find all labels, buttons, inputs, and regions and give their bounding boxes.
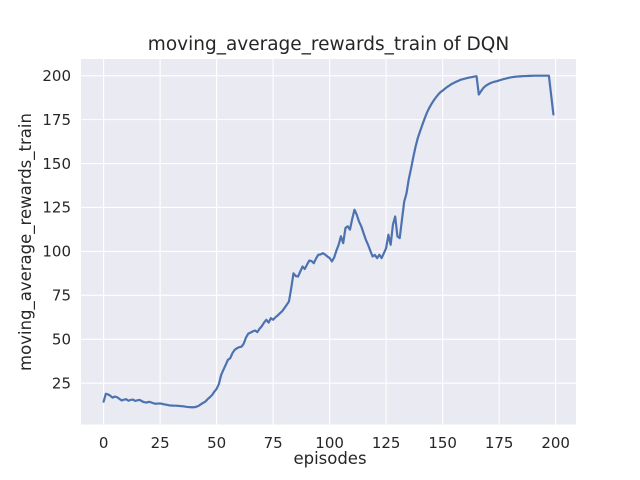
y-tick-labels: 25 50 75 100 125 150 175 200 <box>42 67 71 393</box>
x-tick-label: 150 <box>428 434 457 452</box>
x-tick-label: 0 <box>99 434 109 452</box>
x-tick-label: 175 <box>485 434 514 452</box>
plot-area <box>81 59 576 425</box>
y-tick-label: 100 <box>42 243 71 261</box>
y-tick-label: 50 <box>52 330 71 348</box>
chart-title: moving_average_rewards_train of DQN <box>148 34 509 55</box>
line-series-moving-average <box>102 74 555 409</box>
y-tick-label: 25 <box>52 374 71 392</box>
x-tick-label: 75 <box>264 434 283 452</box>
x-tick-label: 50 <box>207 434 226 452</box>
y-tick-label: 125 <box>42 199 71 217</box>
y-tick-label: 75 <box>52 287 71 305</box>
y-tick-label: 175 <box>42 111 71 129</box>
y-tick-label: 200 <box>42 67 71 85</box>
x-tick-label: 125 <box>372 434 401 452</box>
x-tick-label: 100 <box>315 434 344 452</box>
y-axis-label: moving_average_rewards_train <box>16 113 36 371</box>
x-tick-label: 25 <box>151 434 170 452</box>
x-tick-labels: 0 25 50 75 100 125 150 175 200 <box>99 434 570 452</box>
x-axis-label: episodes <box>293 449 366 468</box>
y-tick-label: 150 <box>42 155 71 173</box>
x-tick-label: 200 <box>541 434 570 452</box>
